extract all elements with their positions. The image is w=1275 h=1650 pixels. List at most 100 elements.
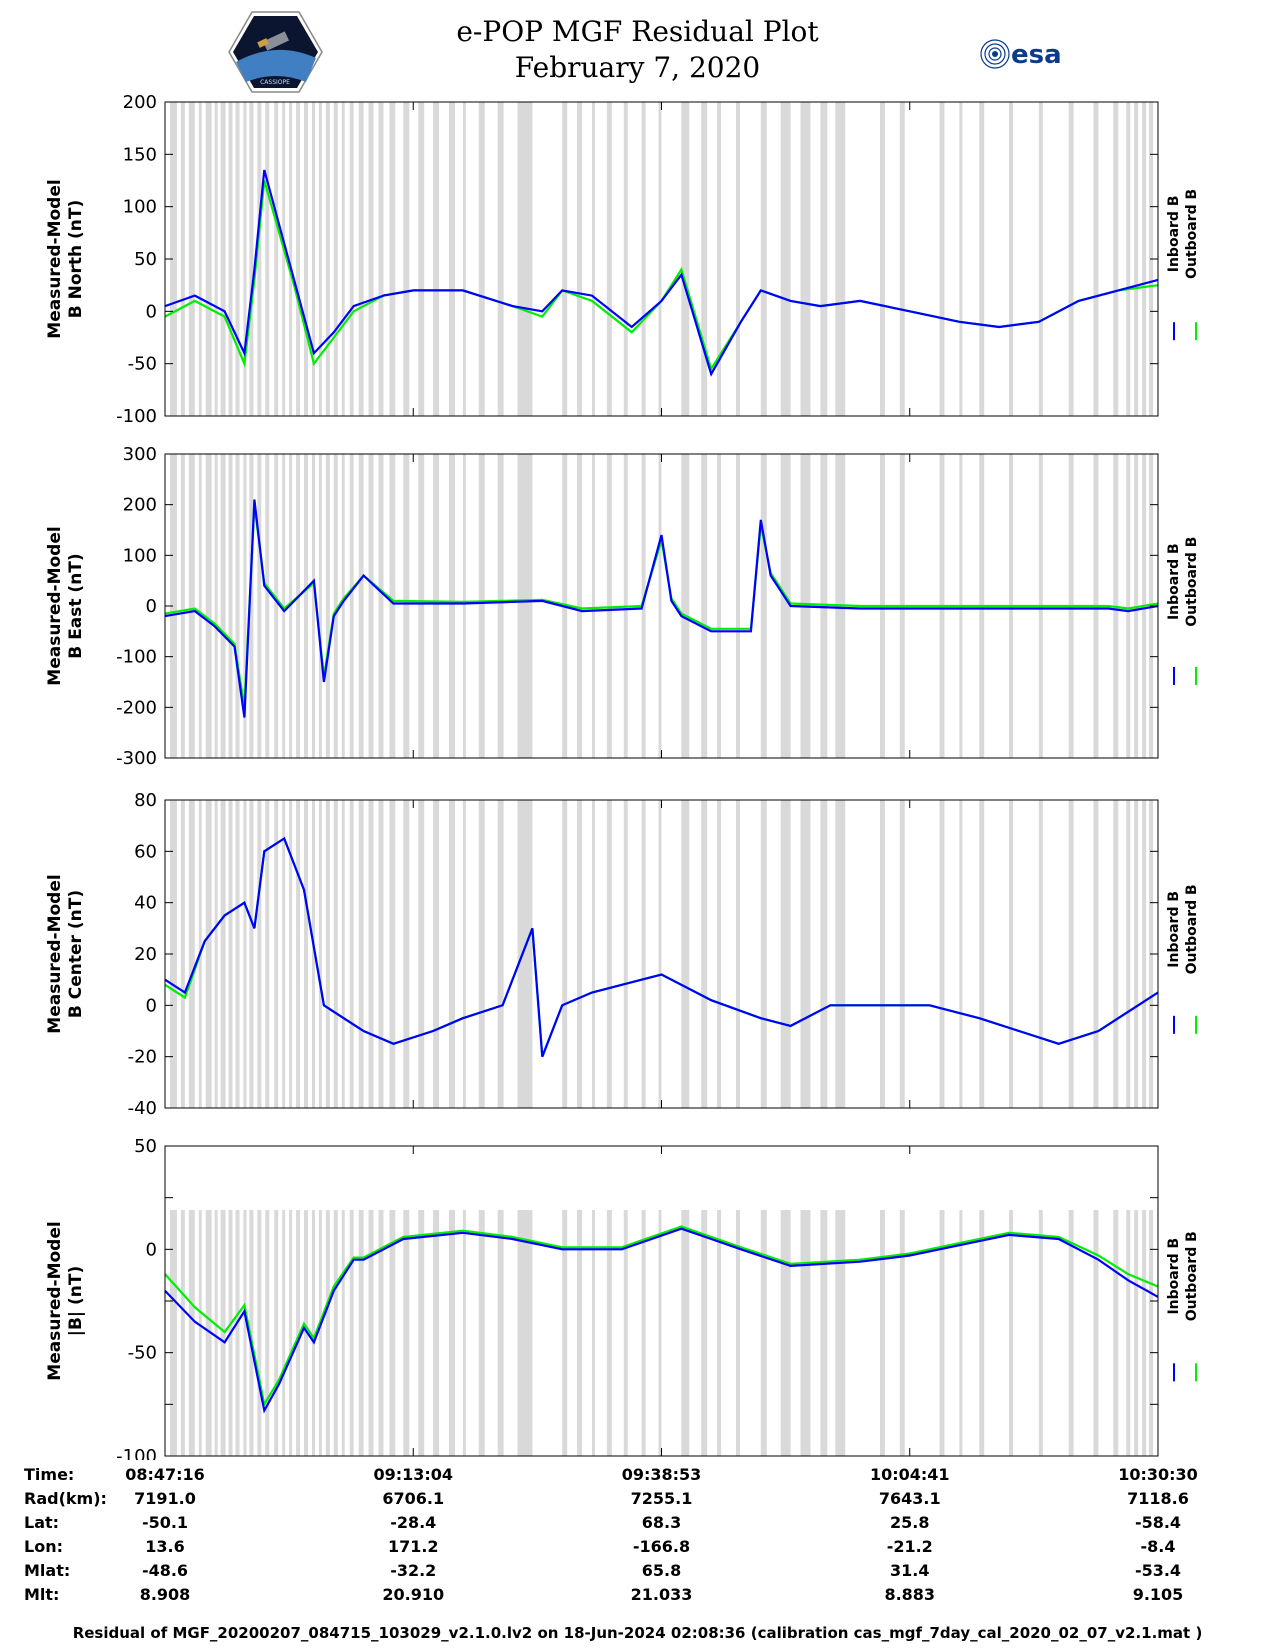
data-gap-band bbox=[205, 800, 212, 1108]
data-gap-band bbox=[562, 800, 568, 1108]
data-gap-band bbox=[205, 102, 212, 416]
data-gap-band bbox=[325, 1210, 330, 1456]
data-gap-band bbox=[681, 1210, 690, 1456]
data-gap-band bbox=[517, 102, 533, 416]
data-gap-band bbox=[289, 102, 293, 416]
data-gap-band bbox=[658, 454, 662, 758]
y-axis-label-line2: B Center (nT) bbox=[66, 890, 86, 1018]
y-tick-label: 100 bbox=[123, 545, 157, 566]
data-gap-band bbox=[939, 1210, 945, 1456]
data-gap-band bbox=[433, 102, 440, 416]
data-gap-band bbox=[478, 102, 485, 416]
data-gap-band bbox=[349, 800, 354, 1108]
y-tick-label: 60 bbox=[134, 841, 157, 862]
data-gap-band bbox=[318, 454, 322, 758]
data-gap-band bbox=[800, 102, 811, 416]
data-gap-band bbox=[349, 454, 354, 758]
data-gap-band bbox=[220, 800, 226, 1108]
y-axis-label-line2: B East (nT) bbox=[66, 553, 86, 658]
data-gap-band bbox=[658, 800, 662, 1108]
panel-1: 200 150 100 50 0 -50 -100 Measured-ModelB North… bbox=[45, 92, 1200, 427]
data-gap-band bbox=[235, 454, 240, 758]
info-mlt-value: 8.883 bbox=[884, 1585, 936, 1604]
data-gap-band bbox=[333, 800, 338, 1108]
data-gap-band bbox=[1113, 800, 1119, 1108]
data-gap-band bbox=[641, 102, 646, 416]
info-lon-value: -166.8 bbox=[632, 1537, 691, 1556]
data-gap-band bbox=[304, 454, 308, 758]
data-gap-band bbox=[1038, 1210, 1043, 1456]
data-gap-band bbox=[378, 1210, 384, 1456]
data-gap-band bbox=[1149, 1210, 1154, 1456]
data-gap-band bbox=[820, 454, 828, 758]
info-time-value: 10:04:41 bbox=[869, 1465, 950, 1484]
info-rad-value: 7255.1 bbox=[630, 1489, 693, 1508]
data-gap-band bbox=[214, 800, 218, 1108]
data-gap-band bbox=[780, 454, 791, 758]
data-gap-band bbox=[180, 800, 185, 1108]
data-gap-band bbox=[358, 102, 364, 416]
data-gap-band bbox=[198, 102, 202, 416]
data-gap-band bbox=[433, 454, 440, 758]
data-gap-band bbox=[1009, 1210, 1014, 1456]
data-gap-band bbox=[448, 800, 455, 1108]
info-time-value: 10:30:30 bbox=[1118, 1465, 1198, 1484]
info-row-label: Lat: bbox=[24, 1513, 60, 1532]
data-gap-band bbox=[681, 454, 690, 758]
data-gap-band bbox=[1134, 102, 1139, 416]
data-gap-band bbox=[274, 800, 279, 1108]
data-gap-band bbox=[835, 800, 846, 1108]
y-axis-label: Measured-ModelB Center (nT) bbox=[45, 874, 86, 1033]
panel-2: 300 200 100 0 -100 -200 -300 Measured-ModelB Ea… bbox=[45, 444, 1200, 769]
data-gap-band bbox=[939, 102, 945, 416]
data-gap-band bbox=[562, 102, 568, 416]
data-gap-band bbox=[591, 1210, 595, 1456]
data-gap-band bbox=[243, 1210, 247, 1456]
data-gap-band bbox=[701, 102, 708, 416]
info-lon-value: 171.2 bbox=[387, 1537, 439, 1556]
data-gap-band bbox=[879, 1210, 885, 1456]
y-tick-label: 300 bbox=[123, 444, 157, 465]
data-gap-band bbox=[760, 102, 767, 416]
data-gap-band bbox=[562, 1210, 568, 1456]
data-gap-band bbox=[478, 800, 485, 1108]
data-gap-band bbox=[325, 800, 330, 1108]
data-gap-band bbox=[282, 1210, 286, 1456]
cassiope-mission-logo: CASSIOPE bbox=[228, 11, 323, 93]
data-gap-band bbox=[418, 454, 425, 758]
data-gap-band bbox=[311, 102, 315, 416]
data-gap-band bbox=[220, 102, 226, 416]
data-gap-band bbox=[341, 1210, 345, 1456]
data-gap-band bbox=[959, 800, 963, 1108]
info-lon-value: -8.4 bbox=[1140, 1537, 1176, 1556]
data-gap-band bbox=[899, 1210, 905, 1456]
data-gap-band bbox=[368, 800, 374, 1108]
info-lat-value: 68.3 bbox=[641, 1513, 682, 1532]
legend-inboard-label: Inboard B bbox=[1166, 196, 1182, 273]
data-gap-band bbox=[311, 1210, 315, 1456]
info-rad-value: 6706.1 bbox=[382, 1489, 445, 1508]
info-lat-value: -28.4 bbox=[390, 1513, 437, 1532]
data-gap-band bbox=[1009, 102, 1014, 416]
data-gap-band bbox=[188, 102, 195, 416]
y-tick-label: 0 bbox=[146, 596, 157, 617]
data-gap-band bbox=[606, 1210, 612, 1456]
data-gap-band bbox=[333, 102, 338, 416]
y-tick-label: -100 bbox=[116, 647, 157, 668]
data-gap-band bbox=[1113, 102, 1119, 416]
data-gap-band bbox=[433, 800, 440, 1108]
data-gap-band bbox=[462, 454, 466, 758]
data-gap-band bbox=[433, 1210, 440, 1456]
data-gap-band bbox=[591, 454, 595, 758]
data-gap-band bbox=[623, 1210, 628, 1456]
panel-4: 50 0 -50 -100 Measured-Model|B| (nT) Inboard … bbox=[45, 1136, 1200, 1460]
data-gap-band bbox=[296, 800, 301, 1108]
data-gap-band bbox=[228, 102, 233, 416]
data-gap-band bbox=[180, 454, 185, 758]
info-mlat-value: -53.4 bbox=[1134, 1561, 1182, 1580]
data-gap-band bbox=[1068, 800, 1074, 1108]
esa-logo: esa bbox=[980, 39, 1062, 70]
plot-title-line2: February 7, 2020 bbox=[514, 51, 761, 84]
data-gap-band bbox=[879, 102, 885, 416]
data-gap-band bbox=[333, 454, 338, 758]
